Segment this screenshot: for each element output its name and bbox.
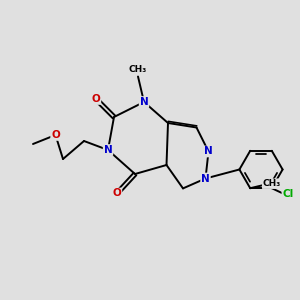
Text: CH₃: CH₃ [129,65,147,74]
Text: Cl: Cl [282,189,294,199]
Text: O: O [112,188,122,199]
Text: N: N [204,146,213,157]
Text: N: N [103,145,112,155]
Text: CH₃: CH₃ [263,179,281,188]
Text: N: N [201,173,210,184]
Text: N: N [140,97,148,107]
Text: O: O [92,94,100,104]
Text: O: O [51,130,60,140]
